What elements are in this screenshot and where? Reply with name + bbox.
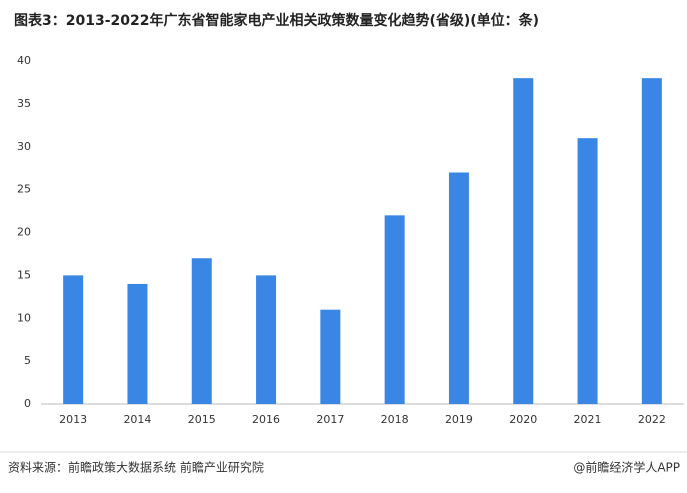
x-tick-label: 2018 (381, 413, 409, 426)
y-tick-label: 35 (17, 97, 31, 110)
x-tick-label: 2014 (123, 413, 151, 426)
y-tick-label: 30 (17, 140, 31, 153)
bar (641, 78, 662, 405)
x-tick-label: 2013 (59, 413, 87, 426)
bar (384, 215, 405, 404)
bar (320, 309, 341, 404)
y-tick-label: 5 (24, 354, 31, 367)
x-tick-label: 2021 (574, 413, 602, 426)
bar (127, 283, 148, 404)
y-tick-label: 15 (17, 268, 31, 281)
credit: @前瞻经济学人APP (573, 460, 680, 475)
bar (577, 138, 598, 405)
bar (191, 258, 212, 404)
chart-title: 图表3：2013-2022年广东省智能家电产业相关政策数量变化趋势(省级)(单位… (14, 12, 539, 29)
x-tick-label: 2019 (445, 413, 473, 426)
y-tick-label: 20 (17, 226, 31, 239)
y-tick-label: 40 (17, 54, 31, 67)
y-tick-label: 25 (17, 183, 31, 196)
bar (63, 275, 84, 404)
source: 资料来源：前瞻政策大数据系统 前瞻产业研究院 (8, 460, 264, 475)
x-tick-label: 2020 (509, 413, 537, 426)
x-tick-label: 2017 (316, 413, 344, 426)
y-tick-label: 10 (17, 311, 31, 324)
bar (448, 172, 469, 404)
bar (513, 78, 534, 405)
x-tick-label: 2015 (188, 413, 216, 426)
x-tick-label: 2016 (252, 413, 280, 426)
x-tick-label: 2022 (638, 413, 666, 426)
y-tick-label: 0 (24, 397, 31, 410)
bar (256, 275, 277, 404)
